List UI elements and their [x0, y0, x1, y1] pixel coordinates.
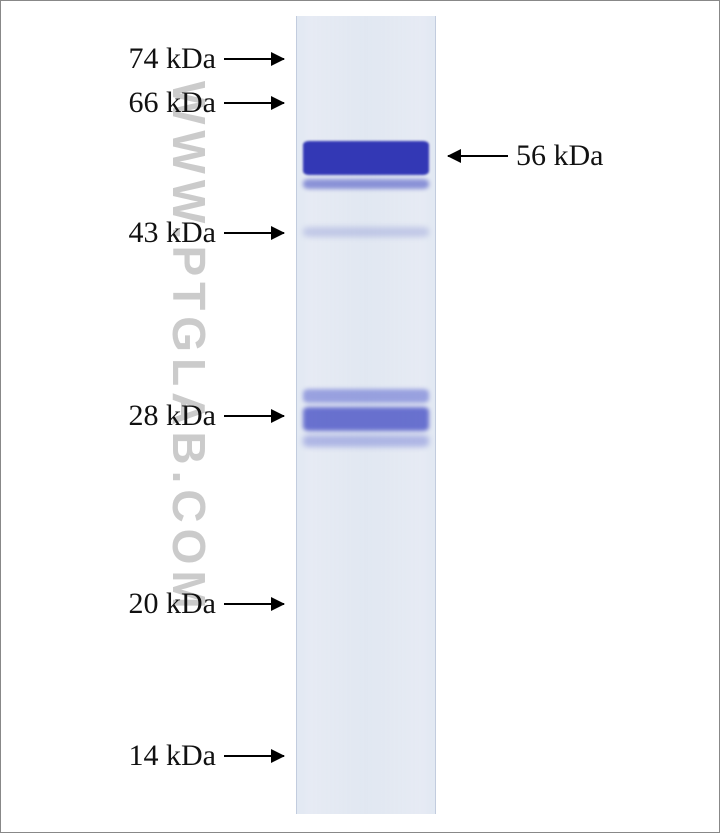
gel-lane: [296, 16, 436, 814]
gel-band: [303, 435, 429, 447]
watermark-text: WWW.PTGLAB.COM: [162, 81, 216, 615]
gel-band: [303, 407, 429, 431]
gel-band: [303, 179, 429, 189]
mw-marker-left: 74 kDa: [1, 41, 292, 77]
gel-figure: WWW.PTGLAB.COM 74 kDa 66 kDa 43 kDa 28 kDa 2…: [1, 1, 719, 832]
mw-marker-left: 14 kDa: [1, 738, 292, 774]
mw-marker-left: 43 kDa: [1, 215, 292, 251]
arrow-right-icon: [224, 58, 284, 60]
gel-band: [303, 141, 429, 175]
gel-band: [303, 389, 429, 403]
mw-label: 66 kDa: [129, 86, 216, 120]
mw-marker-left: 20 kDa: [1, 586, 292, 622]
mw-label: 14 kDa: [129, 739, 216, 773]
mw-label: 43 kDa: [129, 216, 216, 250]
arrow-right-icon: [224, 415, 284, 417]
mw-label: 20 kDa: [129, 587, 216, 621]
gel-band: [303, 227, 429, 237]
mw-label: 56 kDa: [516, 139, 603, 173]
arrow-right-icon: [224, 755, 284, 757]
arrow-left-icon: [448, 155, 508, 157]
arrow-right-icon: [224, 603, 284, 605]
mw-label: 28 kDa: [129, 399, 216, 433]
mw-marker-right: 56 kDa: [440, 138, 719, 174]
mw-marker-left: 28 kDa: [1, 398, 292, 434]
arrow-right-icon: [224, 232, 284, 234]
mw-marker-left: 66 kDa: [1, 85, 292, 121]
mw-label: 74 kDa: [129, 42, 216, 76]
arrow-right-icon: [224, 102, 284, 104]
